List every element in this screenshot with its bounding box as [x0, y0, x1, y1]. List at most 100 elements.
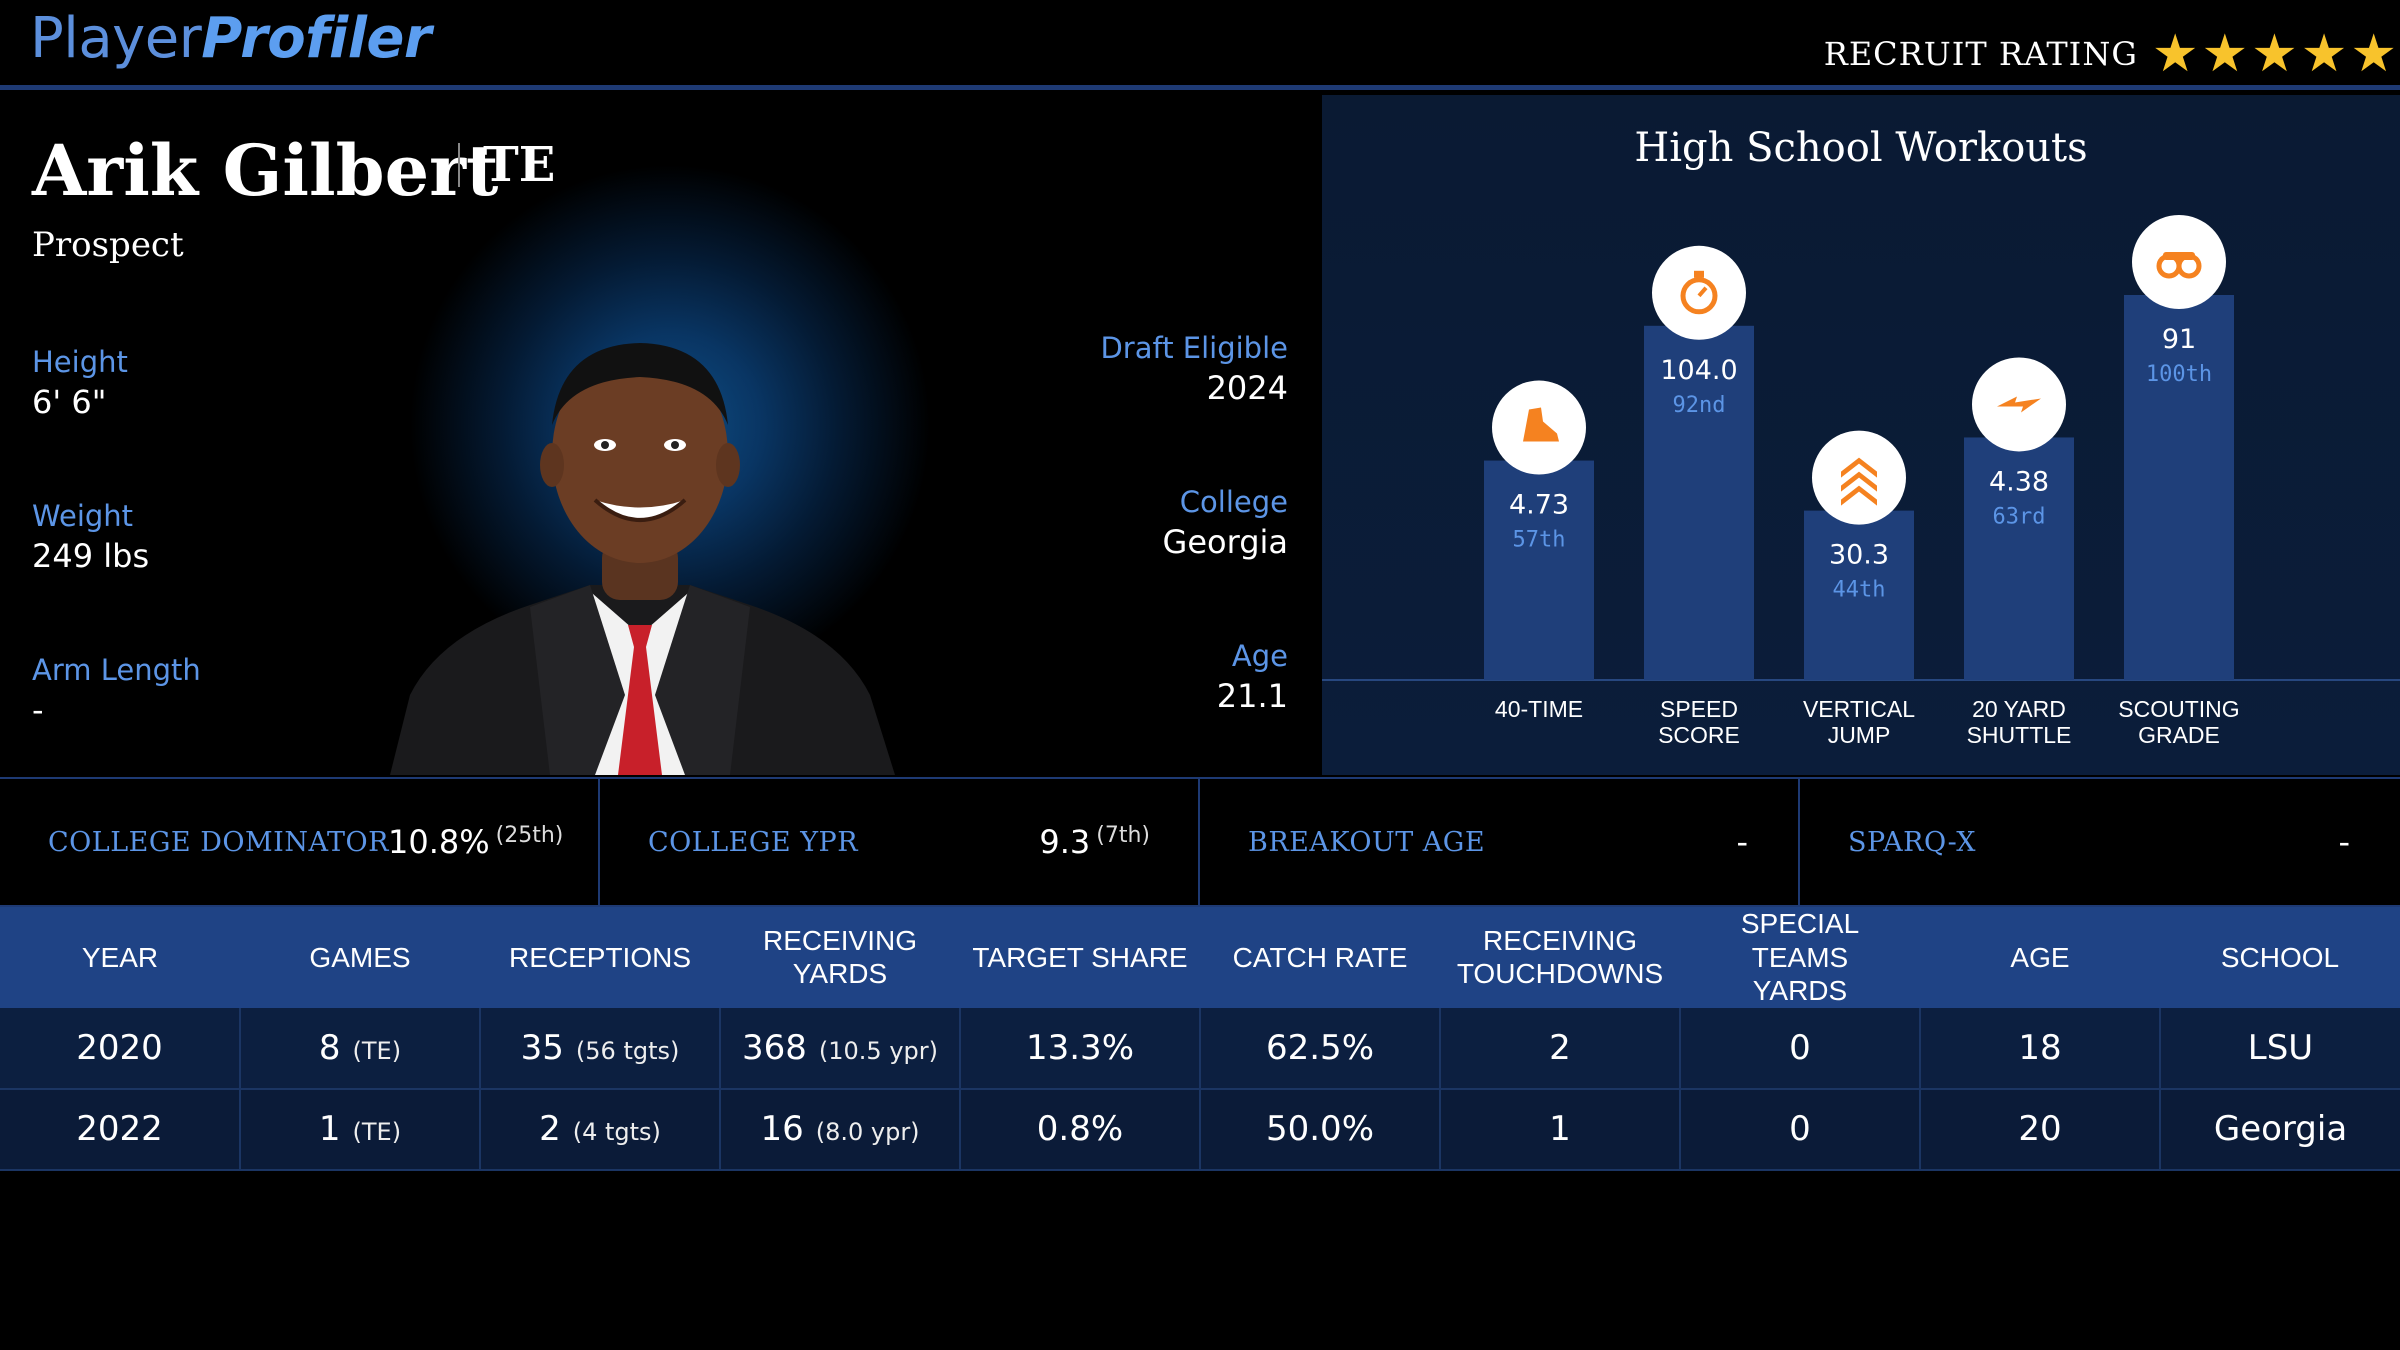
col-header-school[interactable]: SCHOOL	[2160, 907, 2400, 1008]
brand-logo[interactable]: PlayerProfiler	[30, 6, 432, 71]
stopwatch-hand	[1697, 286, 1708, 298]
col-header-year[interactable]: YEAR	[0, 907, 240, 1008]
cell-receiving-yards: 368 (10.5 ypr)	[720, 1007, 961, 1090]
metric-sparq-x: SPARQ-X -	[1800, 779, 2400, 905]
workout-bar	[2124, 295, 2234, 680]
workout-bar	[1804, 510, 1914, 680]
games-value: 1	[318, 1109, 341, 1150]
workout-rank: 44th	[1833, 578, 1886, 603]
star-icon: ★	[2350, 24, 2397, 84]
brand-part2: Profiler	[201, 6, 432, 71]
cell-receiving-touchdowns: 2	[1440, 1007, 1681, 1090]
cell-receptions: 2 (4 tgts)	[480, 1088, 721, 1171]
receptions-sub: (56 tgts)	[575, 1036, 680, 1065]
workout-label: SCORE	[1658, 722, 1740, 748]
col-header-catch-rate[interactable]: CATCH RATE	[1200, 907, 1440, 1008]
col-header-games[interactable]: GAMES	[240, 907, 480, 1008]
profile-panel: Arik Gilbert TE Prospect Height 6' 6" We…	[0, 95, 1320, 775]
col-header-special-teams-yards[interactable]: SPECIAL TEAMS YARDS	[1680, 907, 1920, 1008]
age-value: 21.1	[1216, 677, 1288, 715]
chevron-shape	[1841, 457, 1877, 478]
workout-label: SCOUTING	[2118, 696, 2239, 722]
metric-label: COLLEGE DOMINATOR	[48, 827, 389, 858]
cell-age: 18	[1920, 1007, 2161, 1090]
workout-rank: 63rd	[1993, 504, 2046, 529]
age-label: Age	[1231, 639, 1288, 673]
metric-value: -	[2338, 823, 2350, 861]
metrics-row: COLLEGE DOMINATOR 10.8% (25th) COLLEGE YP…	[0, 777, 2400, 907]
metric-value: -	[1736, 823, 1748, 861]
cell-special-teams-yards: 0	[1680, 1007, 1921, 1090]
recruit-rating-label: RECRUIT RATING	[1823, 35, 2138, 73]
name-divider	[458, 143, 460, 187]
receptions-value: 35	[520, 1027, 564, 1068]
star-icon: ★	[2151, 24, 2199, 84]
star-icon: ★	[2201, 24, 2249, 84]
workouts-title: High School Workouts	[1634, 125, 2088, 171]
metric-rank: (25th)	[495, 823, 564, 848]
col-header-target-share[interactable]: TARGET SHARE	[960, 907, 1200, 1008]
workout-label: VERTICAL	[1803, 696, 1915, 722]
chevron-shape	[1841, 485, 1877, 506]
cell-receiving-yards: 16 (8.0 ypr)	[720, 1088, 961, 1171]
workout-label: JUMP	[1828, 722, 1891, 748]
cell-year: 2020	[0, 1007, 241, 1090]
workout-rank: 57th	[1513, 528, 1566, 553]
college-label: College	[1179, 485, 1288, 519]
metric-label: BREAKOUT AGE	[1248, 827, 1486, 858]
workout-bar	[1964, 437, 2074, 680]
recruit-rating: RECRUIT RATING ★ ★ ★ ★ ★	[1824, 22, 2400, 86]
draft-eligible-value: 2024	[1206, 369, 1288, 407]
metric-label: COLLEGE YPR	[648, 827, 859, 858]
cell-catch-rate: 62.5%	[1200, 1007, 1441, 1090]
col-header-receptions[interactable]: RECEPTIONS	[480, 907, 720, 1008]
draft-eligible-label: Draft Eligible	[1100, 331, 1288, 365]
col-header-receiving-yards[interactable]: RECEIVING YARDS	[720, 907, 960, 1008]
recruit-stars: ★ ★ ★ ★ ★	[2152, 28, 2400, 80]
workout-value: 4.38	[1989, 466, 2049, 497]
metric-label: SPARQ-X	[1848, 827, 1977, 858]
workout-label: 40-TIME	[1495, 696, 1583, 722]
table-header-row: YEAR GAMES RECEPTIONS RECEIVING YARDS TA…	[0, 907, 2400, 1008]
metric-number: 10.8%	[388, 823, 490, 861]
lightning-icon	[1972, 357, 2066, 452]
metric-breakout-age: BREAKOUT AGE -	[1200, 779, 1800, 905]
workout-value: 4.73	[1509, 490, 1569, 521]
games-sub: (TE)	[352, 1036, 402, 1065]
col-header-receiving-touchdowns[interactable]: RECEIVING TOUCHDOWNS	[1440, 907, 1680, 1008]
stopwatch-crown	[1694, 270, 1704, 278]
workout-value: 91	[2162, 324, 2196, 355]
player-photo	[390, 343, 895, 775]
workout-label: SPEED	[1660, 696, 1738, 722]
shoe-shape	[1523, 407, 1559, 442]
receptions-value: 2	[539, 1109, 561, 1150]
chevrons-up-icon	[1812, 430, 1906, 525]
col-header-age[interactable]: AGE	[1920, 907, 2160, 1008]
workout-rank: 92nd	[1673, 393, 1726, 418]
workout-label: GRADE	[2138, 722, 2220, 748]
chevron-shape	[1841, 471, 1877, 492]
college-value: Georgia	[1162, 523, 1288, 561]
yards-sub: (10.5 ypr)	[818, 1036, 938, 1065]
weight-value: 249 lbs	[32, 537, 150, 575]
high-school-workouts-panel: High School Workouts 4.73 57th 40-TIME 104.…	[1322, 95, 2400, 775]
games-sub: (TE)	[352, 1118, 402, 1147]
table-row: 2022 1 (TE) 2 (4 tgts) 16 (8.0 ypr) 0.8% 50…	[0, 1088, 2400, 1171]
header-text: SPECIAL TEAMS YARDS	[1740, 908, 1860, 1007]
binocular-bridge	[2163, 252, 2195, 260]
cell-catch-rate: 50.0%	[1200, 1088, 1441, 1171]
workout-value: 104.0	[1660, 355, 1737, 386]
cell-receiving-touchdowns: 1	[1440, 1088, 1681, 1171]
cell-age: 20	[1920, 1088, 2161, 1171]
workout-label: SHUTTLE	[1967, 722, 2072, 748]
metric-number: 9.3	[1039, 823, 1091, 861]
height-label: Height	[32, 345, 128, 379]
cell-target-share: 13.3%	[960, 1007, 1201, 1090]
workout-label: 20 YARD	[1972, 696, 2066, 722]
cell-year: 2022	[0, 1088, 241, 1171]
workout-rank: 100th	[2146, 362, 2212, 387]
player-position: TE	[483, 137, 556, 193]
arm-length-value: -	[32, 691, 44, 729]
